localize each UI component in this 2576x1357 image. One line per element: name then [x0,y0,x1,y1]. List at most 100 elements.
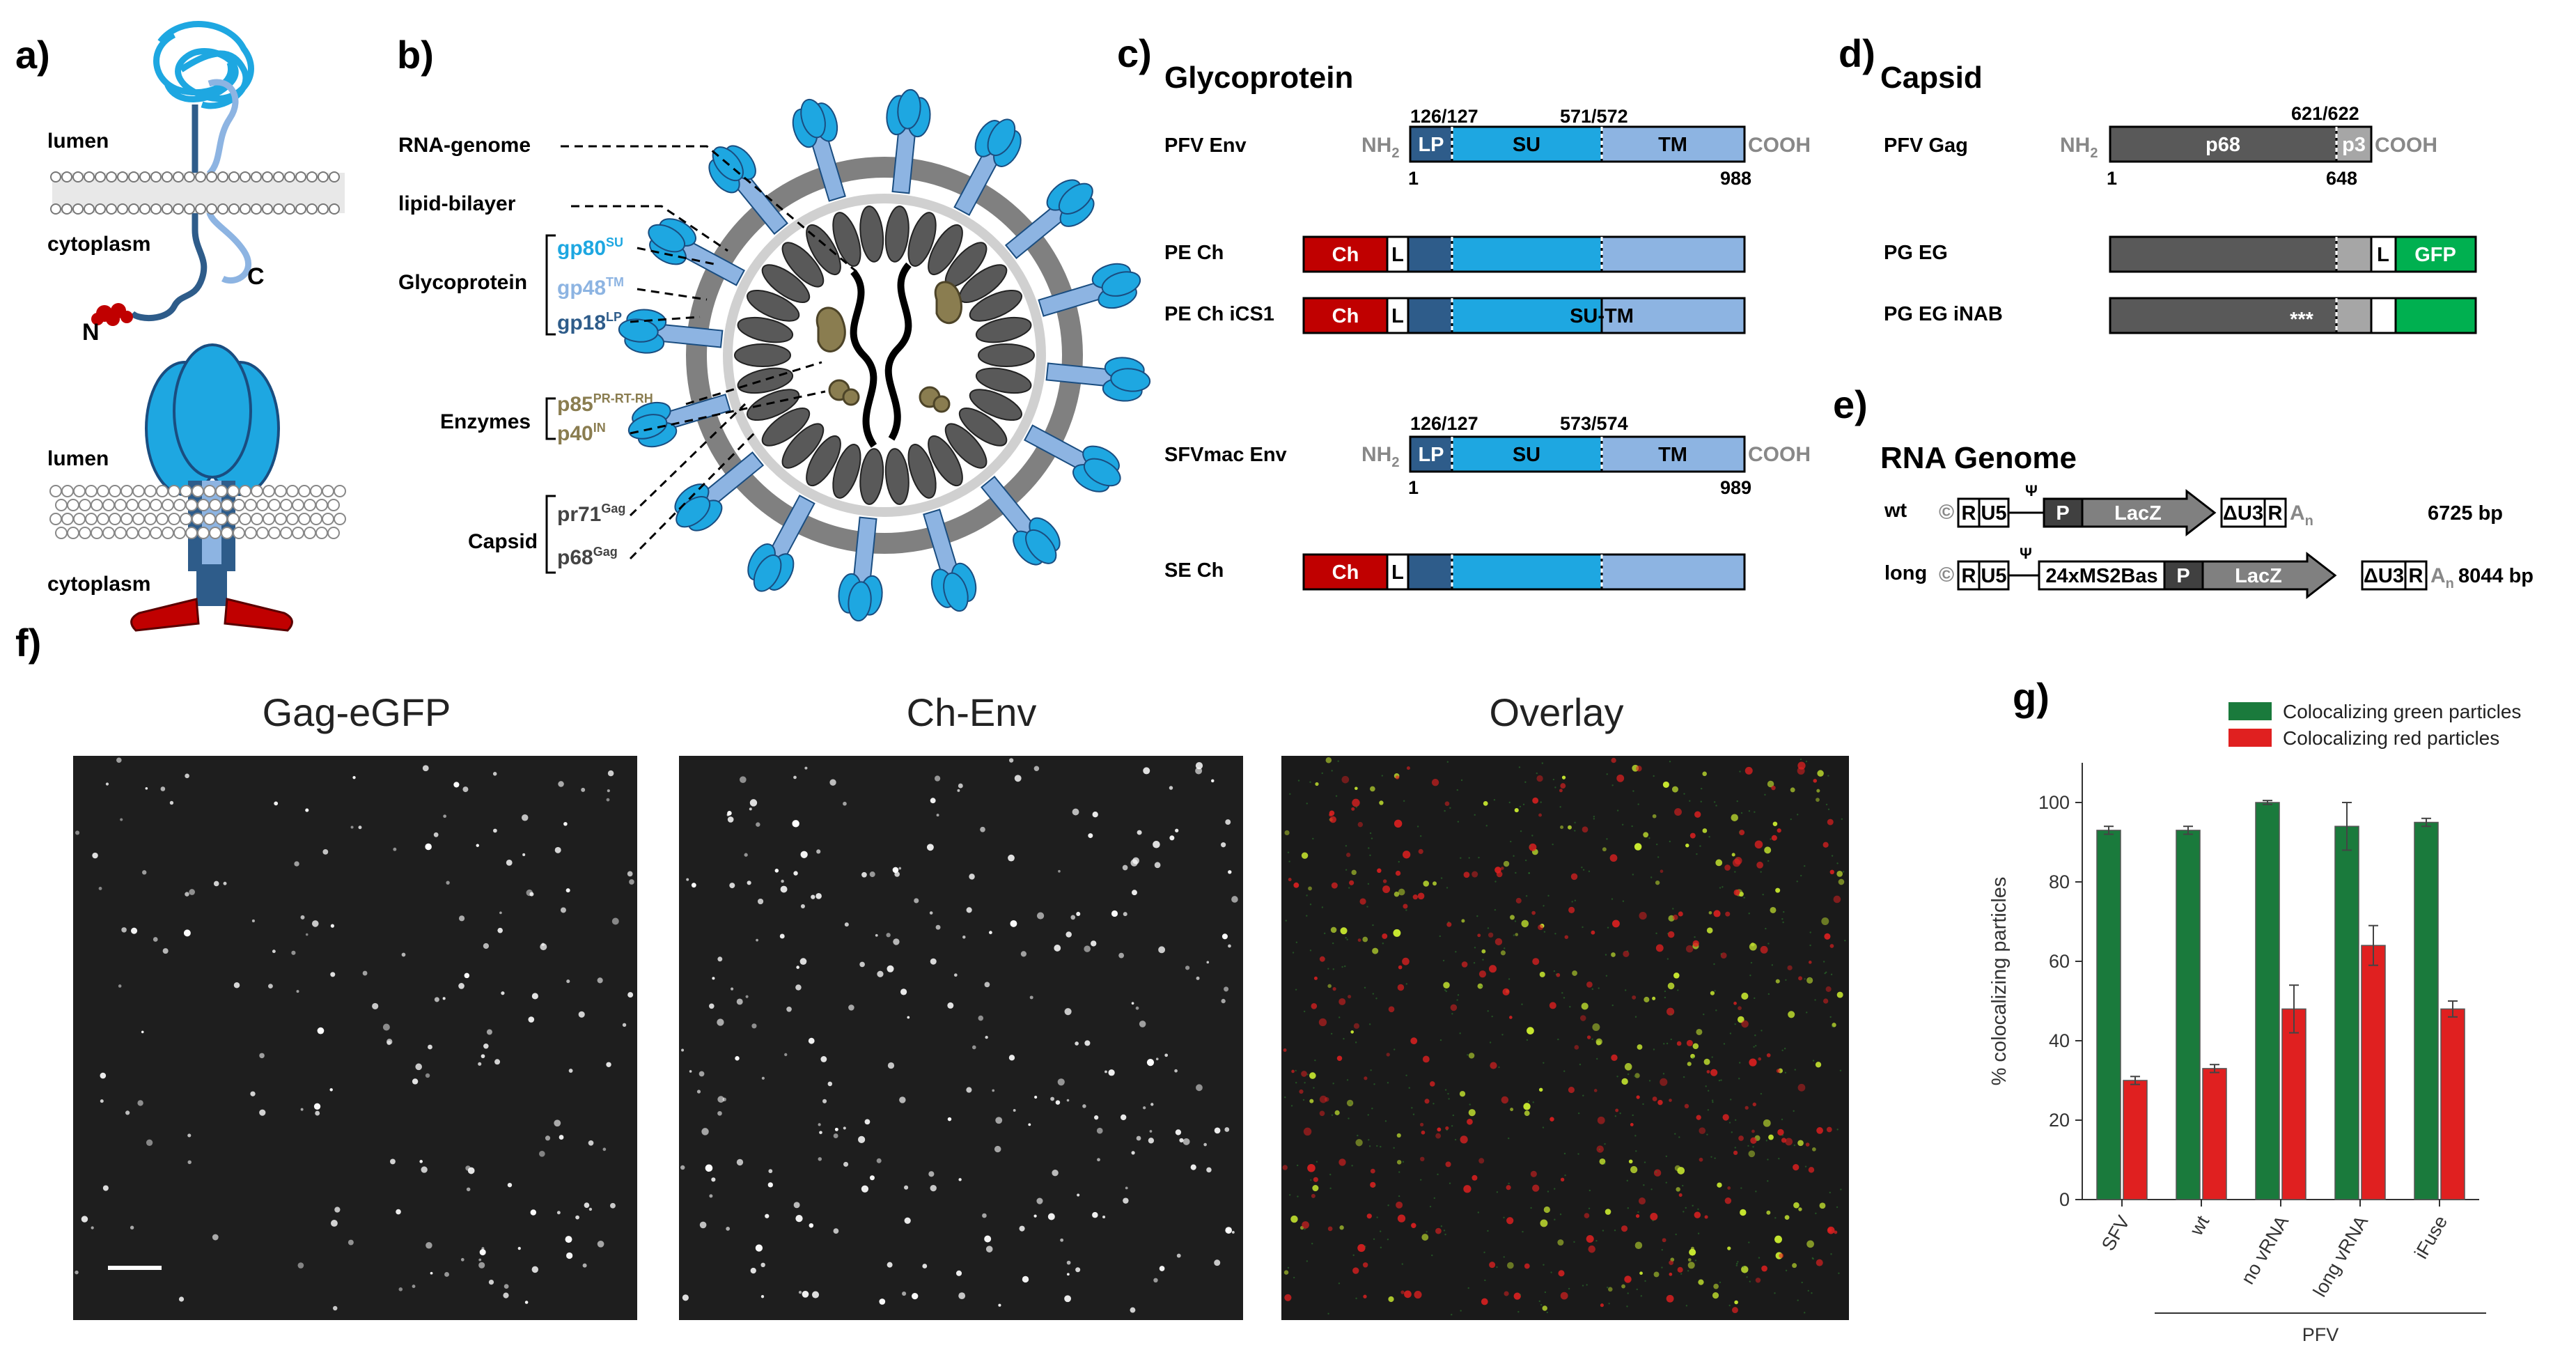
panel-label-c: c) [1117,31,1152,75]
sfvmac-env-lp-text: LP [1418,444,1444,466]
wt-r2: R [2268,502,2283,525]
long-label: long [1884,562,1927,584]
pfv-gag-label: PFV Gag [1884,134,1968,157]
panel-label-d: d) [1839,31,1875,75]
x-tick-label: wt [2185,1212,2213,1240]
wt-lacz: LacZ [2114,502,2162,525]
panel-label-g: g) [2013,675,2050,719]
pfv-gag-nh2: NH2 [2060,134,2098,161]
lumen-top-label: lumen [47,130,109,153]
enzymes-bracket [545,397,556,440]
panel-c-title: Glycoprotein [1164,61,1353,95]
bar-red-1 [2202,1068,2227,1200]
glycoprotein-tm-domain [205,79,251,284]
lipid-bilayer-label: lipid-bilayer [398,192,516,215]
pfv-env-start: 1 [1408,168,1419,189]
pg-eg-gfp-text: GFP [2414,244,2456,266]
panel-a: lumen cytoplasm N C lumen cytoplasm [47,21,346,632]
pe-ch-ch [1302,235,1389,273]
long-r: R [1962,565,1976,587]
pfv-env-tm-text: TM [1658,134,1687,156]
long-an: An [2430,564,2454,591]
spots-gag [75,757,634,1311]
wt-u5: U5 [1981,502,2006,525]
pe-ch-ics1-l-text: L [1391,305,1404,327]
bar-red-2 [2281,1008,2306,1200]
capsid-bracket [545,495,556,574]
pg-eg-inab-p3 [2335,297,2373,334]
cytoplasm-bottom-label: cytoplasm [47,573,150,596]
n-terminal-red [91,303,133,326]
p85-label: p85PR-RT-RH [557,391,653,416]
p68-label: p68Gag [557,545,618,569]
panel-d-title: Capsid [1880,61,1983,95]
long-u5: U5 [1981,565,2006,587]
pe-ch-ch-text: Ch [1332,244,1359,266]
x-tick-label: no vRNA [2237,1212,2293,1288]
pfv-env-nh2: NH2 [1361,134,1399,161]
panel-label-b: b) [397,33,434,77]
enzyme-shapes [815,281,962,413]
gp18-label: gp18LP [557,310,622,334]
pg-eg-inab-label: PG EG iNAB [1884,303,2003,325]
y-tick-label: 60 [2049,951,2070,972]
se-ch-ch-text: Ch [1332,561,1359,584]
membrane-top [50,171,345,215]
y-tick-label: 0 [2059,1189,2070,1210]
pe-ch-su [1451,235,1603,273]
cytoplasm-top-label: cytoplasm [47,233,150,256]
panel-c: Glycoprotein PFV Env 126/127 571/572 NH2… [1164,61,1811,591]
wt-cap: © [1939,501,1954,524]
glycoprotein-label: Glycoprotein [398,271,527,294]
pe-ch-ics1-label: PE Ch iCS1 [1164,303,1274,325]
se-ch-l [1386,553,1410,591]
group-label: PFV [2302,1324,2339,1345]
se-ch-tm [1600,553,1746,591]
panel-e: RNA Genome wt © R U5 Ψ P LacZ ΔU3 R An 6… [1880,441,2534,600]
micrograph-ch-env [679,756,1243,1320]
se-ch-l-text: L [1391,561,1404,584]
y-axis-label: % colocalizing particles [1988,877,2011,1086]
sfvmac-env-su-text: SU [1513,444,1540,466]
pe-ch-label: PE Ch [1164,242,1224,264]
membrane-bottom [49,485,346,539]
panel-f: Gag-eGFP Ch-Env Overlay [73,690,1849,1320]
pe-ch-l-text: L [1391,244,1404,266]
pfv-env-lp [1409,125,1453,163]
long-du3: ΔU3 [2364,565,2404,587]
long-p: P [2176,565,2189,587]
x-tick-label: long vRNA [2309,1212,2373,1301]
micrograph-gag-egfp [73,756,637,1320]
pe-ch-lp [1407,235,1453,273]
pfv-env-su [1451,125,1603,163]
wt-bp: 6725 bp [2428,502,2503,525]
pfv-gag-p3 [2335,125,2373,163]
sfvmac-env-nh2: NH2 [1361,443,1399,470]
pfv-env-su-text: SU [1513,134,1540,156]
pg-eg-p3 [2335,235,2373,273]
se-ch-lp [1407,553,1453,591]
rna-genome-label: RNA-genome [398,134,531,157]
spots-env [680,758,1238,1313]
panel-g-chart: 0 20 40 60 80 100 % colocalizing particles SFV w… [1988,701,2521,1345]
pe-ch-ics1-su [1451,297,1603,334]
y-tick-label: 80 [2049,871,2070,892]
sfvmac-env-cooh: COOH [1748,443,1811,466]
wt-r: R [1962,502,1976,525]
y-tick-label: 100 [2038,792,2070,813]
sfvmac-env-tm [1600,435,1746,473]
se-ch-ch [1302,553,1389,591]
virion [618,88,1151,622]
wt-label: wt [1884,499,1907,522]
long-bp: 8044 bp [2458,565,2534,587]
long-psi: Ψ [2020,545,2032,562]
pfv-env-tm [1600,125,1746,163]
se-ch-label: SE Ch [1164,559,1224,582]
bar-green-3 [2334,825,2359,1200]
sfvmac-env-label: SFVmac Env [1164,444,1287,466]
panel-e-title: RNA Genome [1880,441,2077,475]
pfv-gag-start: 1 [2107,168,2117,189]
x-tick-label: SFV [2098,1212,2134,1254]
spots-overlay [1282,757,1846,1316]
